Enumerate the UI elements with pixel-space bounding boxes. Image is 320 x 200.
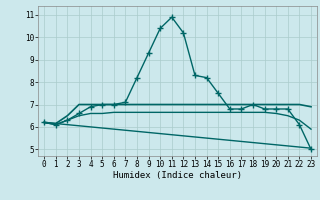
- X-axis label: Humidex (Indice chaleur): Humidex (Indice chaleur): [113, 171, 242, 180]
